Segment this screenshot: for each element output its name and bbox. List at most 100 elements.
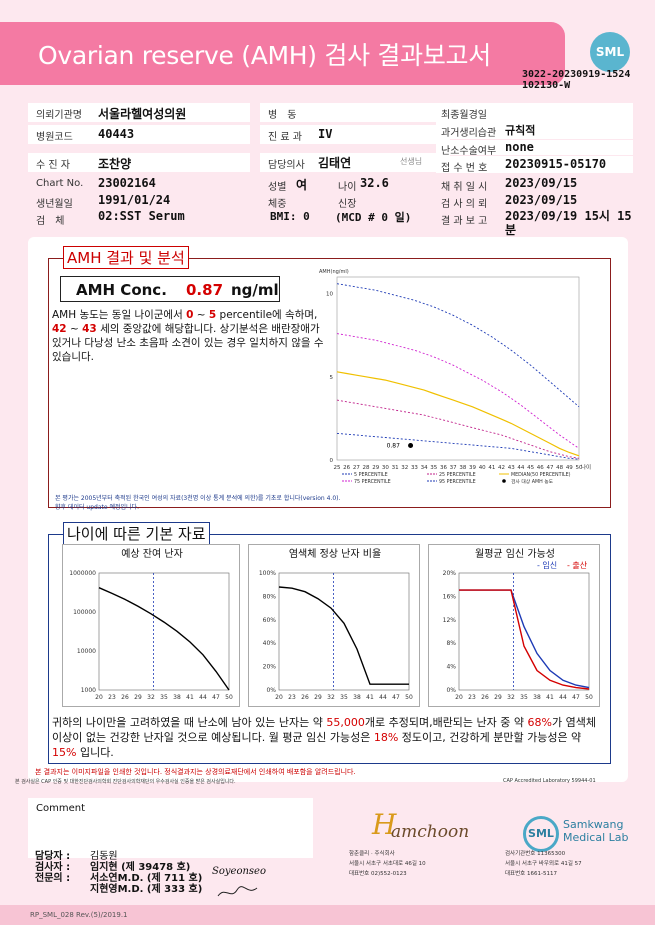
request-value: 2023/09/15 xyxy=(505,193,578,207)
x-tick-label: 32 xyxy=(147,694,155,701)
series-line xyxy=(336,283,580,408)
series-line xyxy=(459,589,590,690)
normal-eggs-chart: 염색체 정상 난자 비율 0% 20% 40% 60% 80% 100% 20 23 26 29 32… xyxy=(248,544,420,707)
comment-label: Comment xyxy=(36,803,85,814)
x-tick-label: 23 xyxy=(468,694,476,701)
y-tick-label: 1000 xyxy=(81,687,96,694)
x-tick-label: 40 xyxy=(479,465,486,471)
specimen-label: 검 체 xyxy=(36,216,65,227)
x-tick-label: 41 xyxy=(366,694,374,701)
hamchoon-logo: amchoon xyxy=(391,822,470,842)
x-tick-label: 50 xyxy=(576,465,583,471)
report-value: 2023/09/19 15시 15분 xyxy=(505,209,632,237)
x-tick-label: 38 xyxy=(173,694,181,701)
info-table: 의뢰기관명 서울라헬여성의원 병원코드 40443 수 진 자 조찬양 Char… xyxy=(28,103,633,237)
ward-label: 병 동 xyxy=(268,110,297,121)
patient-value: 조찬양 xyxy=(98,157,132,171)
x-tick-label: 46 xyxy=(537,465,544,471)
y-tick-label: 0% xyxy=(266,687,276,694)
x-tick-label: 38 xyxy=(533,694,541,701)
x-axis-label: 나이 xyxy=(581,463,591,471)
x-tick-label: 35 xyxy=(520,694,528,701)
x-tick-label: 42 xyxy=(498,465,505,471)
hamchoon-address: 함춘클리 · 주식회사 서울시 서초구 서초대로 46길 10 대표번호 02)55… xyxy=(349,851,426,877)
remaining-eggs-chart: 예상 잔여 난자 1000 10000 100000 1000000 20 23 26 29 32… xyxy=(62,544,240,707)
x-tick-label: 26 xyxy=(343,465,350,471)
dept-value: IV xyxy=(318,127,333,141)
amh-percentile-chart: AMH(ng/ml) 0 5 10 25 26 27 28 29 30 31 32 33 34 35 36 37… xyxy=(319,269,591,485)
cycle-value: 규칙적 xyxy=(505,124,536,137)
x-tick-label: 23 xyxy=(288,694,296,701)
collect-value: 2023/09/15 xyxy=(505,176,578,190)
x-tick-label: 41 xyxy=(186,694,194,701)
x-tick-label: 20 xyxy=(95,694,103,701)
receipt-label: 접 수 번 호 xyxy=(441,163,488,174)
x-tick-label: 23 xyxy=(108,694,116,701)
dept-label: 진 료 과 xyxy=(268,132,302,143)
y-tick-label: 10000 xyxy=(77,648,96,655)
sex-value: 여 xyxy=(296,178,308,192)
x-tick-label: 36 xyxy=(440,465,447,471)
x-tick-label: 44 xyxy=(559,694,567,701)
birthdate-value: 1991/01/24 xyxy=(98,193,171,207)
y-tick-label: 100000 xyxy=(73,609,96,616)
y-tick-label: 10 xyxy=(326,292,333,298)
hamchoon-initial: H xyxy=(372,808,397,841)
chart-title: 예상 잔여 난자 xyxy=(121,548,183,560)
doctor-suffix: 선생님 xyxy=(400,157,423,166)
x-tick-label: 35 xyxy=(340,694,348,701)
surgery-value: none xyxy=(505,140,534,154)
x-tick-label: 45 xyxy=(527,465,534,471)
patient-point-label: 0.87 xyxy=(387,443,401,450)
x-tick-label: 49 xyxy=(566,465,573,471)
x-tick-label: 37 xyxy=(450,465,457,471)
comment-box: Comment xyxy=(28,798,313,858)
x-tick-label: 29 xyxy=(494,694,502,701)
facility-value: 서울라헬여성의원 xyxy=(98,107,187,121)
plot-area xyxy=(458,572,590,691)
y-tick-label: 12% xyxy=(443,617,457,624)
report-id-line-2: 102130-W xyxy=(522,80,571,91)
hospital-code-value: 40443 xyxy=(98,127,135,141)
chart-title: 염색체 정상 난자 비율 xyxy=(289,548,381,560)
patient-label: 수 진 자 xyxy=(36,160,70,171)
pregnancy-chart: 월평균 임신 가능성 0% 4% 8% 12% 16% 20% 20 23 26 29 32 35 38 4… xyxy=(428,544,600,707)
x-tick-label: 44 xyxy=(517,465,524,471)
plot-area xyxy=(278,572,410,691)
samkwang-logo: SML xyxy=(523,816,559,852)
x-tick-label: 31 xyxy=(392,465,399,471)
legend-label: MEDIAN(50 PERCENTILE) xyxy=(511,472,571,478)
note-line-2: 본 검사실은 CAP 인증 및 대한진단검사의학회 진단검사의학재단의 우수검사… xyxy=(15,779,236,785)
x-tick-label: 47 xyxy=(546,465,553,471)
y-tick-label: 100% xyxy=(259,570,276,577)
plot-area xyxy=(336,276,580,461)
x-tick-label: 26 xyxy=(301,694,309,701)
amh-section-title: AMH 결과 및 분석 xyxy=(63,246,189,269)
x-tick-label: 50 xyxy=(405,694,413,701)
x-tick-label: 29 xyxy=(314,694,322,701)
x-tick-label: 32 xyxy=(327,694,335,701)
x-tick-label: 26 xyxy=(481,694,489,701)
x-tick-label: 20 xyxy=(275,694,283,701)
age-data-section-title: 나이에 따른 기본 자료 xyxy=(63,522,210,545)
report-label: 결 과 보 고 xyxy=(441,216,488,227)
x-tick-label: 43 xyxy=(508,465,515,471)
series-line xyxy=(336,399,580,459)
y-tick-label: 60% xyxy=(263,617,277,624)
report-id: 3022-20230919-1524 102130-W xyxy=(522,69,630,91)
lmp-label: 최종월경일 xyxy=(441,110,487,121)
legend-point-swatch xyxy=(502,479,506,483)
footer: RP_SML_028 Rev.(5)/2019.1 xyxy=(0,905,655,925)
legend-label: 95 PERCENTILE xyxy=(439,479,476,485)
x-tick-label: 39 xyxy=(469,465,476,471)
surgery-label: 난소수술여부 xyxy=(441,146,497,157)
amh-section xyxy=(48,258,611,508)
specimen-value: 02:SST Serum xyxy=(98,209,185,223)
y-tick-label: 4% xyxy=(446,664,456,671)
y-axis-label: AMH(ng/ml) xyxy=(319,269,349,275)
x-tick-label: 44 xyxy=(379,694,387,701)
legend-point-label: 검사 대상 AMH 농도 xyxy=(511,478,554,485)
x-tick-label: 35 xyxy=(160,694,168,701)
samkwang-name: Samkwang Medical Lab xyxy=(563,818,629,844)
x-tick-label: 50 xyxy=(225,694,233,701)
